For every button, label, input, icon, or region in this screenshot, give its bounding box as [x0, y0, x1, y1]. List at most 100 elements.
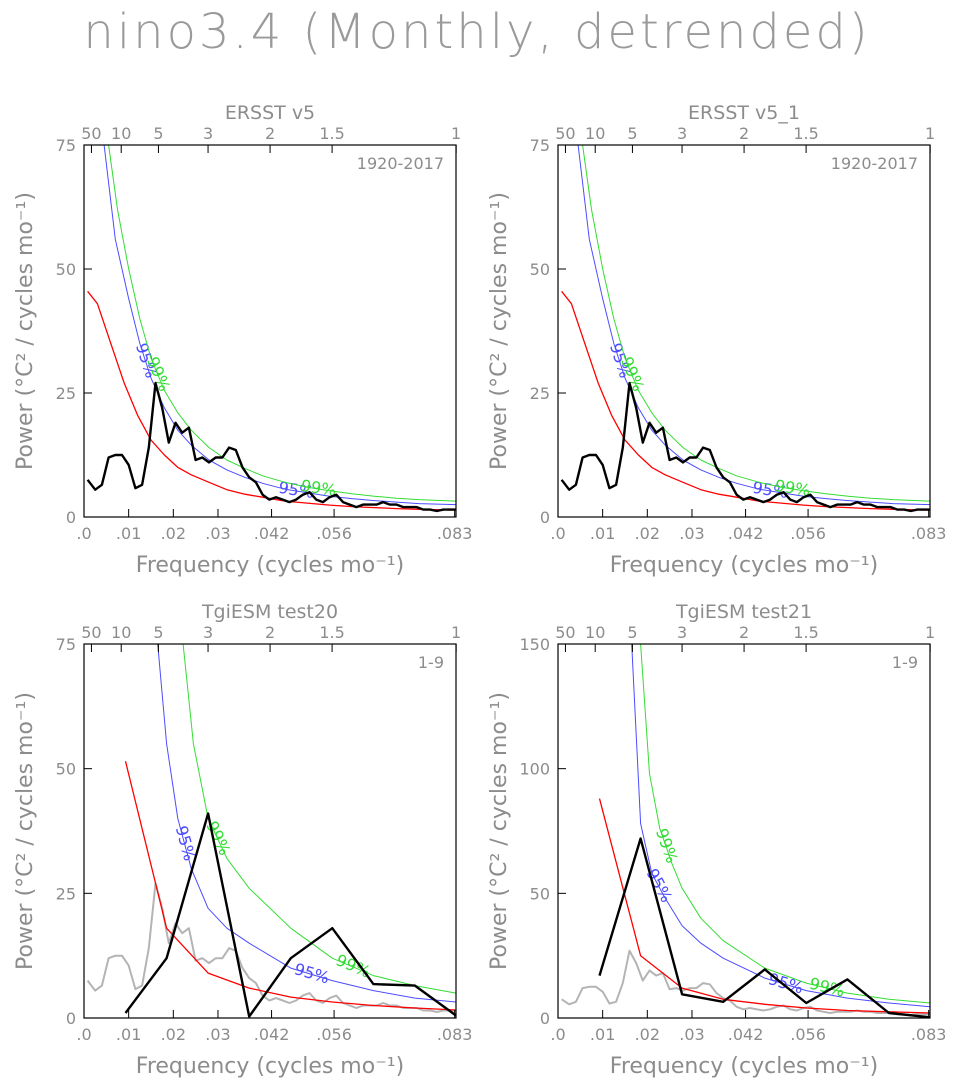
x-tick-label: .02	[161, 524, 186, 543]
x-tick-label: .083	[437, 524, 473, 543]
y-tick-label: 75	[56, 635, 76, 654]
top-tick-label: 50	[81, 623, 101, 642]
x-axis-label: Frequency (cycles mo⁻¹)	[610, 1054, 878, 1079]
top-tick-label: 10	[585, 124, 605, 143]
y-tick-label: 75	[530, 136, 550, 155]
panel-title: ERSST v5	[225, 102, 315, 124]
y-tick-label: 0	[540, 1009, 550, 1028]
x-axis-label: Frequency (cycles mo⁻¹)	[610, 553, 878, 578]
top-tick-label: 5	[153, 623, 163, 642]
series-group: 95%95%99%99%	[86, 145, 456, 513]
x-tick-label: .01	[116, 524, 141, 543]
y-tick-label: 100	[519, 760, 550, 779]
top-tick-label: 2	[265, 623, 275, 642]
x-tick-label: .042	[254, 524, 290, 543]
x-axis-label: Frequency (cycles mo⁻¹)	[136, 1054, 404, 1079]
top-tick-label: 1.5	[793, 623, 818, 642]
series-line-sig99	[108, 145, 456, 502]
plot-frame	[83, 643, 457, 1019]
panel-ersst-v5-1: 95%95%99%99%.0.01.02.03.042.056.08302550…	[487, 102, 946, 578]
series-group: 95%95%99%99%	[86, 644, 456, 1018]
top-tick-label: 1.5	[319, 124, 344, 143]
y-tick-label: 0	[540, 508, 550, 527]
x-tick-label: .01	[590, 1025, 615, 1044]
y-tick-label: 0	[66, 1009, 76, 1028]
series-line-reference-obs	[561, 949, 930, 1016]
top-tick-label: 10	[585, 623, 605, 642]
x-tick-label: .03	[205, 524, 230, 543]
sig-label-95: 95%	[766, 969, 806, 997]
top-tick-label: 50	[81, 124, 101, 143]
y-tick-label: 25	[530, 384, 550, 403]
top-tick-label: 10	[111, 124, 131, 143]
top-tick-label: 50	[555, 623, 575, 642]
series-line-sig95	[631, 644, 930, 1008]
series-line-sig95	[103, 145, 456, 506]
x-tick-label: .02	[161, 1025, 186, 1044]
y-axis-label: Power (°C² / cycles mo⁻¹)	[487, 192, 512, 470]
series-line-observed	[124, 812, 456, 1018]
series-line-observed	[86, 381, 456, 513]
y-tick-label: 0	[66, 508, 76, 527]
x-tick-label: .042	[728, 1025, 764, 1044]
x-tick-label: .042	[254, 1025, 290, 1044]
top-tick-label: 1	[451, 124, 461, 143]
top-tick-label: 1	[451, 623, 461, 642]
period-label: 1920-2017	[357, 154, 444, 173]
top-tick-label: 2	[739, 124, 749, 143]
series-line-red-noise	[87, 290, 456, 511]
y-tick-label: 150	[519, 635, 550, 654]
series-line-red-noise	[561, 290, 930, 511]
top-tick-label: 3	[203, 623, 213, 642]
top-tick-label: 3	[677, 124, 687, 143]
y-tick-label: 50	[56, 260, 76, 279]
x-tick-label: .083	[437, 1025, 473, 1044]
top-tick-label: 10	[111, 623, 131, 642]
sig-label-99: 99%	[652, 826, 682, 866]
x-tick-label: .0	[76, 1025, 91, 1044]
series-group: 95%95%99%99%	[561, 644, 930, 1018]
plot-frame	[83, 144, 457, 518]
top-tick-label: 5	[627, 623, 637, 642]
period-label: 1-9	[418, 653, 444, 672]
x-tick-label: .02	[635, 1025, 660, 1044]
y-tick-label: 25	[56, 884, 76, 903]
top-tick-label: 1	[925, 124, 935, 143]
top-tick-label: 1	[925, 623, 935, 642]
series-line-sig99	[582, 145, 930, 502]
series-line-observed	[598, 837, 930, 1018]
top-tick-label: 3	[677, 623, 687, 642]
page-title: nino3.4 (Monthly, detrended)	[83, 4, 871, 60]
y-tick-label: 50	[530, 884, 550, 903]
top-tick-label: 3	[203, 124, 213, 143]
x-tick-label: .03	[205, 1025, 230, 1044]
panel-title: TgiESM test20	[201, 601, 338, 623]
sig-label-95: 95%	[292, 959, 332, 987]
y-axis-label: Power (°C² / cycles mo⁻¹)	[13, 192, 38, 470]
top-tick-label: 50	[555, 124, 575, 143]
top-tick-label: 5	[153, 124, 163, 143]
top-tick-label: 1.5	[319, 623, 344, 642]
sig-label-99: 99%	[808, 974, 847, 1001]
series-line-sig95	[577, 145, 930, 506]
y-tick-label: 75	[56, 136, 76, 155]
x-tick-label: .056	[790, 1025, 826, 1044]
series-line-sig99	[640, 644, 930, 1004]
x-tick-label: .03	[679, 524, 704, 543]
top-tick-label: 2	[739, 623, 749, 642]
series-line-sig95	[157, 644, 456, 1003]
y-axis-label: Power (°C² / cycles mo⁻¹)	[487, 692, 512, 970]
x-tick-label: .042	[728, 524, 764, 543]
top-tick-label: 5	[627, 124, 637, 143]
series-line-reference-obs	[86, 882, 456, 1013]
top-tick-label: 1.5	[793, 124, 818, 143]
period-label: 1-9	[892, 653, 918, 672]
panel-title: TgiESM test21	[675, 601, 812, 623]
plot-frame	[557, 144, 931, 518]
sig-label-95: 95%	[643, 865, 677, 905]
y-tick-label: 25	[56, 384, 76, 403]
x-tick-label: .056	[316, 1025, 352, 1044]
panel-tgiesm-test20: 95%95%99%99%.0.01.02.03.042.056.08302550…	[13, 601, 472, 1079]
x-tick-label: .083	[911, 524, 947, 543]
